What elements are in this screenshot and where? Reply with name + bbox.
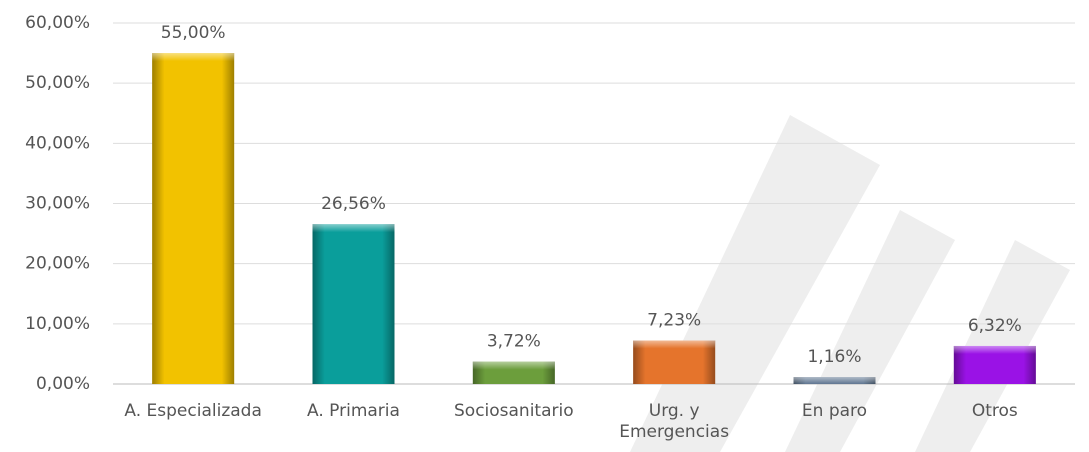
- value-label: 7,23%: [647, 310, 701, 330]
- y-tick-label: 0,00%: [36, 374, 90, 394]
- y-tick-label: 20,00%: [25, 254, 90, 274]
- y-tick-label: 10,00%: [25, 314, 90, 334]
- value-label: 3,72%: [487, 332, 541, 352]
- bar-shade: [152, 53, 235, 384]
- value-label: 26,56%: [321, 194, 386, 214]
- value-label: 1,16%: [807, 347, 861, 367]
- x-tick-label: A. Primaria: [307, 401, 400, 421]
- y-tick-label: 40,00%: [25, 133, 90, 153]
- bar-highlight: [633, 340, 716, 349]
- value-label: 6,32%: [968, 316, 1022, 336]
- bar-highlight: [953, 345, 1036, 354]
- bar-highlight: [472, 361, 555, 370]
- y-tick-label: 30,00%: [25, 194, 90, 214]
- y-tick-label: 60,00%: [25, 13, 90, 33]
- bar-shade: [312, 224, 395, 384]
- x-tick-label: Sociosanitario: [454, 401, 574, 421]
- bar-highlight: [152, 53, 235, 62]
- value-label: 55,00%: [161, 23, 226, 43]
- bar-highlight: [793, 377, 876, 384]
- y-tick-label: 50,00%: [25, 73, 90, 93]
- x-tick-label: A. Especializada: [124, 401, 262, 421]
- x-tick-label: En paro: [801, 401, 868, 421]
- x-tick-label: Otros: [971, 401, 1018, 421]
- bar-highlight: [312, 224, 395, 233]
- x-tick-label: Urg. y Emergencias: [619, 401, 730, 442]
